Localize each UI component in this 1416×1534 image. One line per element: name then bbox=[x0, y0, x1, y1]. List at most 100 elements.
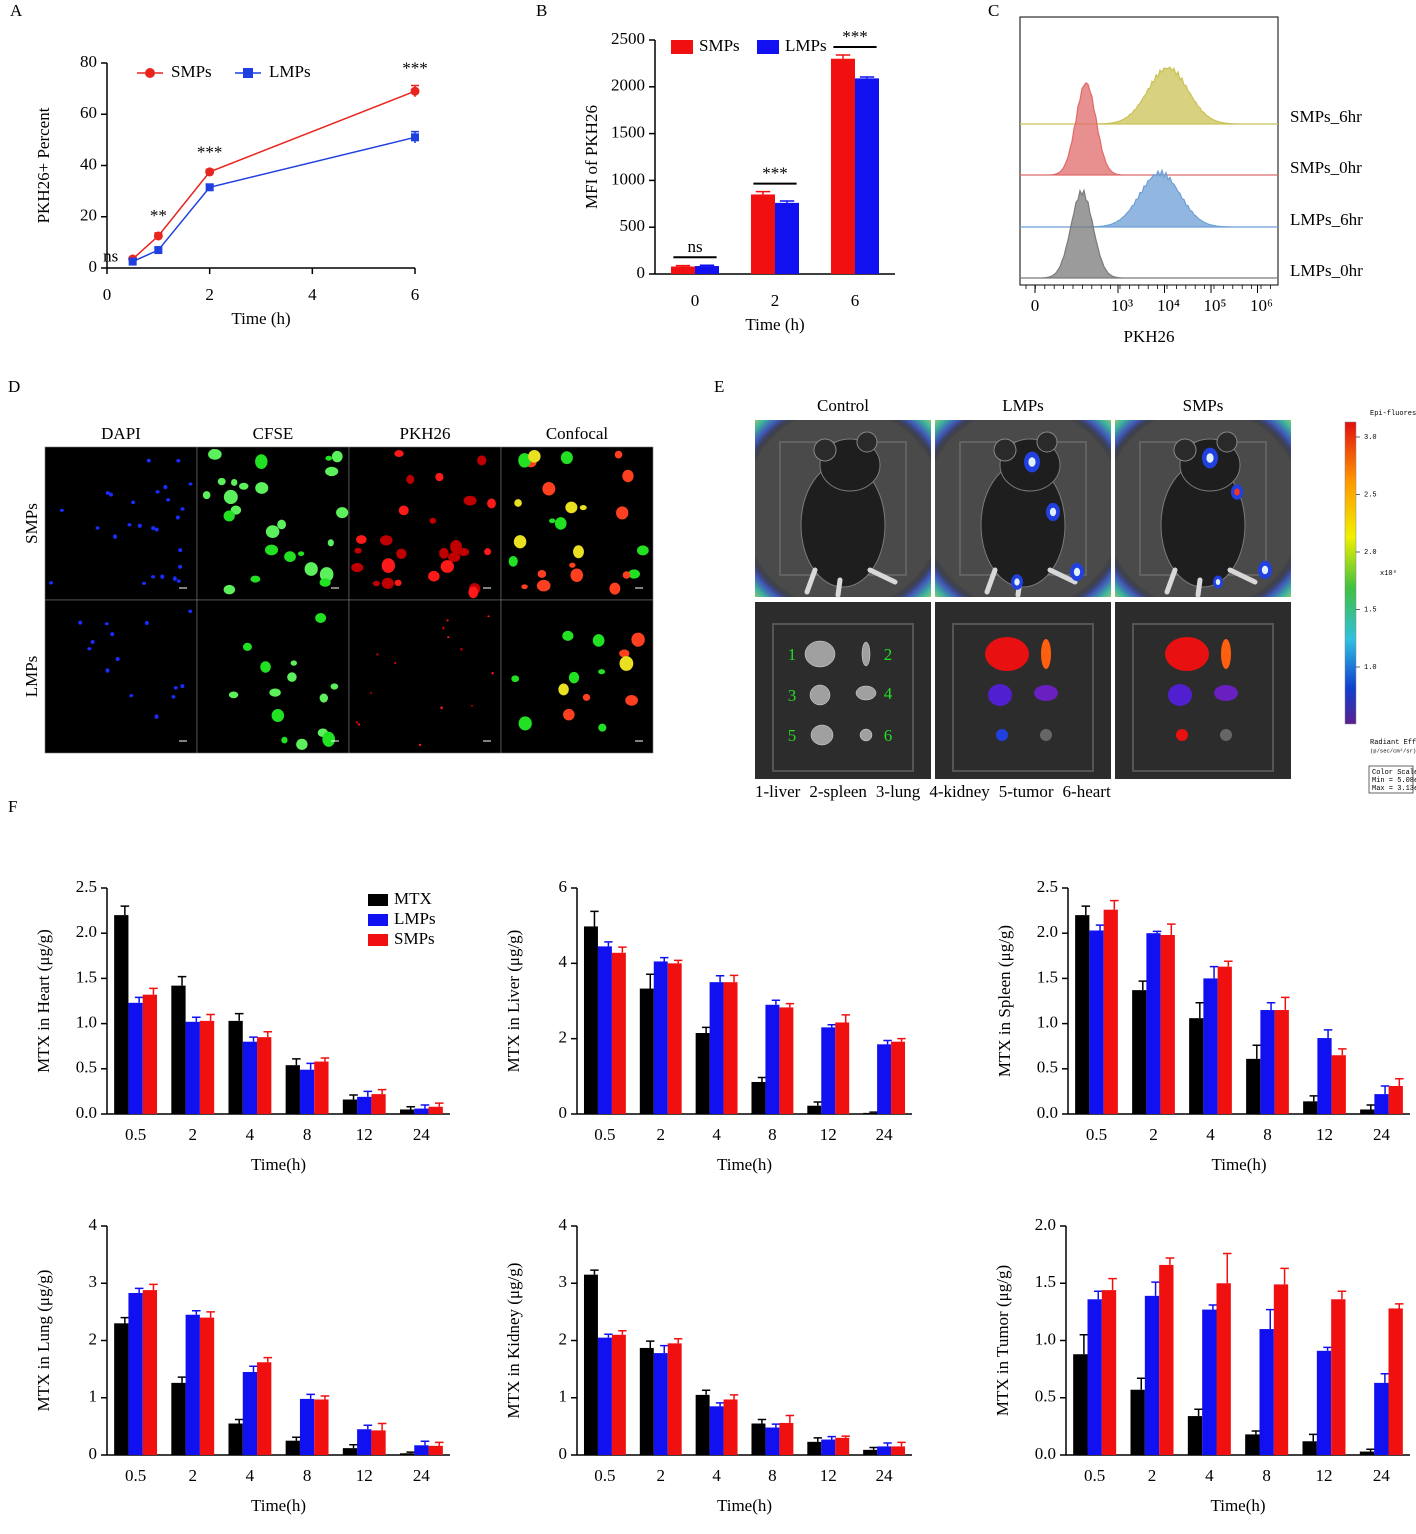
bar bbox=[751, 1423, 766, 1455]
cell bbox=[223, 489, 238, 505]
organ bbox=[1176, 729, 1188, 741]
organ bbox=[804, 640, 836, 668]
colorbar-tick-label: 2.0 bbox=[1364, 549, 1377, 557]
x-tick-label: 8 bbox=[303, 1466, 312, 1485]
colorbar-quantity: Radiant Efficiency bbox=[1370, 739, 1416, 747]
bar bbox=[199, 1020, 215, 1114]
y-axis-label: MTX in Tumor (μg/g) bbox=[993, 1265, 1012, 1416]
scale-max: Max = 3.13e8 bbox=[1372, 785, 1416, 793]
x-tick-label: 6 bbox=[411, 285, 420, 304]
micrograph bbox=[348, 446, 502, 601]
x-tick-label: 2 bbox=[189, 1125, 198, 1144]
y-tick-label: 1.0 bbox=[1035, 1329, 1056, 1348]
error-bar bbox=[1323, 1029, 1333, 1039]
organ bbox=[1041, 639, 1051, 669]
cell bbox=[180, 684, 185, 689]
legend-swatch bbox=[757, 40, 779, 54]
cell bbox=[622, 571, 631, 579]
x-tick-label: 0.5 bbox=[1084, 1466, 1105, 1485]
y-tick-label: 6 bbox=[559, 877, 568, 896]
error-bar bbox=[306, 1062, 315, 1070]
cell bbox=[428, 570, 440, 582]
bar bbox=[1144, 1295, 1160, 1455]
x-tick-label: 12 bbox=[356, 1125, 373, 1144]
colorbar-unit: x10⁸ bbox=[1380, 570, 1397, 578]
bar bbox=[831, 58, 855, 274]
micrograph bbox=[44, 599, 198, 754]
cell bbox=[513, 535, 527, 549]
cell bbox=[223, 584, 236, 595]
cell bbox=[265, 525, 280, 538]
x-axis-label: Time (h) bbox=[231, 309, 290, 328]
marker bbox=[205, 167, 215, 177]
bar bbox=[1274, 1010, 1289, 1114]
error-bar bbox=[1337, 1290, 1347, 1300]
error-bar bbox=[827, 1435, 836, 1440]
error-bar bbox=[377, 1422, 387, 1431]
cell bbox=[287, 672, 297, 682]
bar bbox=[877, 1446, 892, 1455]
cell bbox=[59, 508, 64, 512]
cell bbox=[418, 743, 422, 747]
cell bbox=[579, 505, 587, 511]
bar bbox=[611, 952, 626, 1114]
x-tick-label: 0 bbox=[1031, 296, 1040, 315]
bar bbox=[1202, 1309, 1217, 1455]
marker bbox=[411, 133, 419, 142]
bar bbox=[1302, 1441, 1317, 1455]
x-tick-label: 2 bbox=[657, 1125, 666, 1144]
cell bbox=[569, 562, 576, 568]
bar bbox=[855, 78, 879, 274]
x-axis-label: Time(h) bbox=[1211, 1155, 1266, 1174]
error-bar bbox=[755, 190, 771, 195]
error-bar bbox=[1209, 965, 1219, 979]
error-bar bbox=[1152, 930, 1162, 934]
bar bbox=[257, 1037, 272, 1114]
x-axis-label: Time(h) bbox=[251, 1155, 306, 1174]
cell bbox=[104, 622, 109, 626]
organ bbox=[1220, 729, 1232, 741]
legend-label: MTX bbox=[394, 889, 432, 908]
error-bar bbox=[1281, 996, 1290, 1011]
bar bbox=[779, 1007, 794, 1114]
histogram-curve bbox=[1020, 66, 1278, 125]
y-tick-label: 3 bbox=[89, 1272, 98, 1291]
cell bbox=[296, 738, 308, 750]
error-bar bbox=[1266, 1002, 1276, 1011]
legend-swatch bbox=[368, 914, 388, 926]
y-tick-label: 0 bbox=[89, 257, 98, 276]
micrograph bbox=[348, 599, 502, 754]
colorbar-tick-label: 2.5 bbox=[1364, 491, 1377, 499]
bar bbox=[597, 946, 612, 1114]
cell bbox=[631, 632, 645, 647]
x-axis-label: Time(h) bbox=[717, 1496, 772, 1515]
y-tick-label: 1.5 bbox=[76, 967, 97, 986]
cell bbox=[470, 704, 474, 707]
x-tick-label: 4 bbox=[246, 1466, 255, 1485]
x-tick-label: 24 bbox=[413, 1466, 431, 1485]
y-tick-label: 2 bbox=[89, 1329, 98, 1348]
cell bbox=[356, 535, 367, 544]
bar bbox=[1132, 990, 1147, 1114]
bar bbox=[583, 1274, 598, 1455]
bar bbox=[357, 1096, 372, 1114]
signal-core bbox=[1028, 457, 1036, 467]
plot-frame bbox=[1019, 16, 1279, 286]
cell bbox=[487, 615, 490, 618]
error-bar bbox=[263, 1030, 273, 1038]
error-bar bbox=[320, 1057, 330, 1062]
x-tick-label: 8 bbox=[768, 1466, 777, 1485]
cell bbox=[129, 694, 134, 698]
bar bbox=[1374, 1094, 1389, 1114]
annotation: *** bbox=[762, 164, 788, 183]
cell bbox=[176, 458, 181, 463]
row-header: SMPs bbox=[22, 503, 41, 544]
annotation: ns bbox=[103, 246, 118, 265]
x-axis-label: PKH26 bbox=[1123, 327, 1174, 346]
y-tick-label: 2.0 bbox=[1035, 1215, 1056, 1234]
y-tick-label: 1.5 bbox=[1035, 1272, 1056, 1291]
organ-number: 3 bbox=[788, 686, 797, 705]
marker bbox=[128, 257, 137, 266]
series-label: SMPs_6hr bbox=[1290, 107, 1362, 126]
bar bbox=[142, 1290, 158, 1455]
